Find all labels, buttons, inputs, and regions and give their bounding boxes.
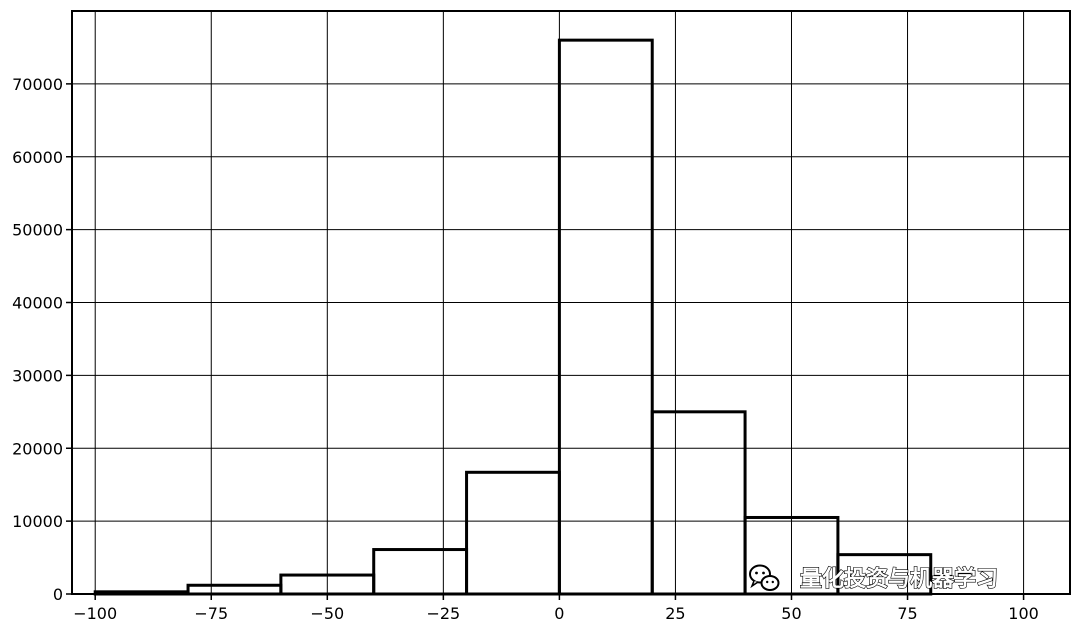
y-tick-label: 60000: [12, 148, 63, 167]
histogram-bar: [465, 470, 561, 596]
x-tick-label: 50: [781, 604, 801, 623]
x-tick-label: −75: [194, 604, 228, 623]
y-axis-ticks: 0 10000 20000 30000 40000 50000 60000 70000: [12, 75, 72, 604]
x-tick-label: 100: [1008, 604, 1039, 623]
x-tick-label: 0: [554, 604, 564, 623]
watermark: 量化投资与机器学习: [749, 564, 999, 593]
x-axis-ticks: −100 −75 −50 −25 0 25 50 75 100: [73, 594, 1039, 623]
x-tick-label: 75: [897, 604, 917, 623]
histogram-bar: [650, 410, 747, 596]
y-tick-label: 0: [53, 585, 63, 604]
histogram-bar: [557, 38, 654, 596]
x-tick-label: −100: [73, 604, 117, 623]
histogram-bar: [372, 548, 469, 596]
y-tick-label: 70000: [12, 75, 63, 94]
histogram-bar: [186, 583, 283, 596]
wechat-icon: [749, 564, 780, 591]
y-tick-label: 10000: [12, 512, 63, 531]
x-tick-label: 25: [665, 604, 685, 623]
x-tick-label: −50: [310, 604, 344, 623]
y-tick-label: 50000: [12, 221, 63, 240]
y-tick-label: 40000: [12, 294, 63, 313]
y-tick-label: 30000: [12, 366, 63, 385]
grid-lines: [72, 11, 1070, 595]
watermark-text: 量化投资与机器学习: [800, 566, 998, 592]
histogram-bars: [93, 38, 933, 596]
x-tick-label: −25: [426, 604, 460, 623]
y-tick-label: 20000: [12, 439, 63, 458]
